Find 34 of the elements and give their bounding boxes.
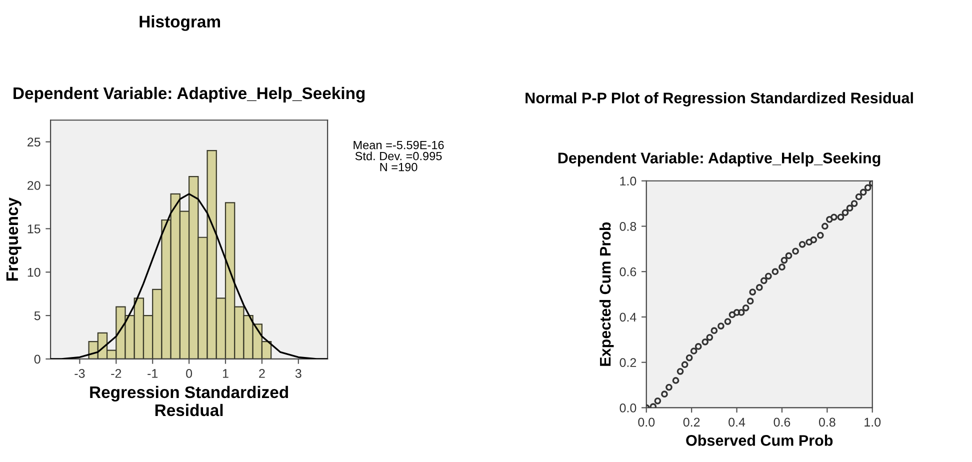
- chart-title: Normal P-P Plot of Regression Standardized Residual: [526, 92, 913, 106]
- x-tick-label: 0.0: [638, 418, 655, 427]
- x-tick-label: 0: [186, 369, 192, 378]
- x-tick-label: -1: [148, 369, 158, 378]
- x-tick-label: 0.6: [774, 418, 790, 427]
- x-tick-label: 1: [222, 369, 228, 378]
- y-tick-label: 10: [28, 268, 40, 277]
- x-tick-label: 0.4: [728, 418, 746, 427]
- x-axis-title: Observed Cum Prob: [686, 434, 833, 446]
- y-tick-label: 25: [28, 138, 40, 146]
- y-tick-label: 0.6: [620, 267, 636, 276]
- chart-subtitle: Dependent Variable: Adaptive_Help_Seeking: [558, 152, 880, 167]
- y-tick-label: 0.2: [620, 358, 636, 367]
- y-tick-label: 5: [34, 311, 40, 320]
- x-tick-label: -3: [74, 369, 85, 378]
- y-axis-title: Expected Cum Prob: [599, 222, 614, 366]
- x-tick-label: 2: [259, 369, 265, 378]
- x-tick-label: 0.2: [683, 418, 700, 427]
- y-tick-label: 0: [34, 354, 40, 364]
- x-tick-label: 1.0: [864, 418, 881, 427]
- chart-subtitle: Dependent Variable: Adaptive_Help_Seeking: [14, 86, 365, 103]
- y-tick-label: 15: [28, 224, 40, 234]
- x-tick-label: 0.8: [818, 418, 836, 427]
- x-tick-label: -2: [111, 369, 122, 378]
- chart-title: Histogram: [140, 15, 220, 31]
- text: Mean =-5.59E-16 Std. Dev. =0.995 N =190: [354, 140, 444, 172]
- x-axis-title: Regression Standardized Residual: [90, 386, 288, 416]
- y-tick-label: 0.4: [620, 312, 636, 322]
- y-axis-title: Frequency: [6, 197, 22, 281]
- y-tick-label: 20: [28, 181, 40, 190]
- y-tick-label: 1.0: [620, 176, 636, 186]
- x-tick-label: 3: [295, 369, 302, 378]
- y-tick-label: 0.0: [620, 404, 636, 412]
- y-tick-label: 0.8: [620, 222, 636, 231]
